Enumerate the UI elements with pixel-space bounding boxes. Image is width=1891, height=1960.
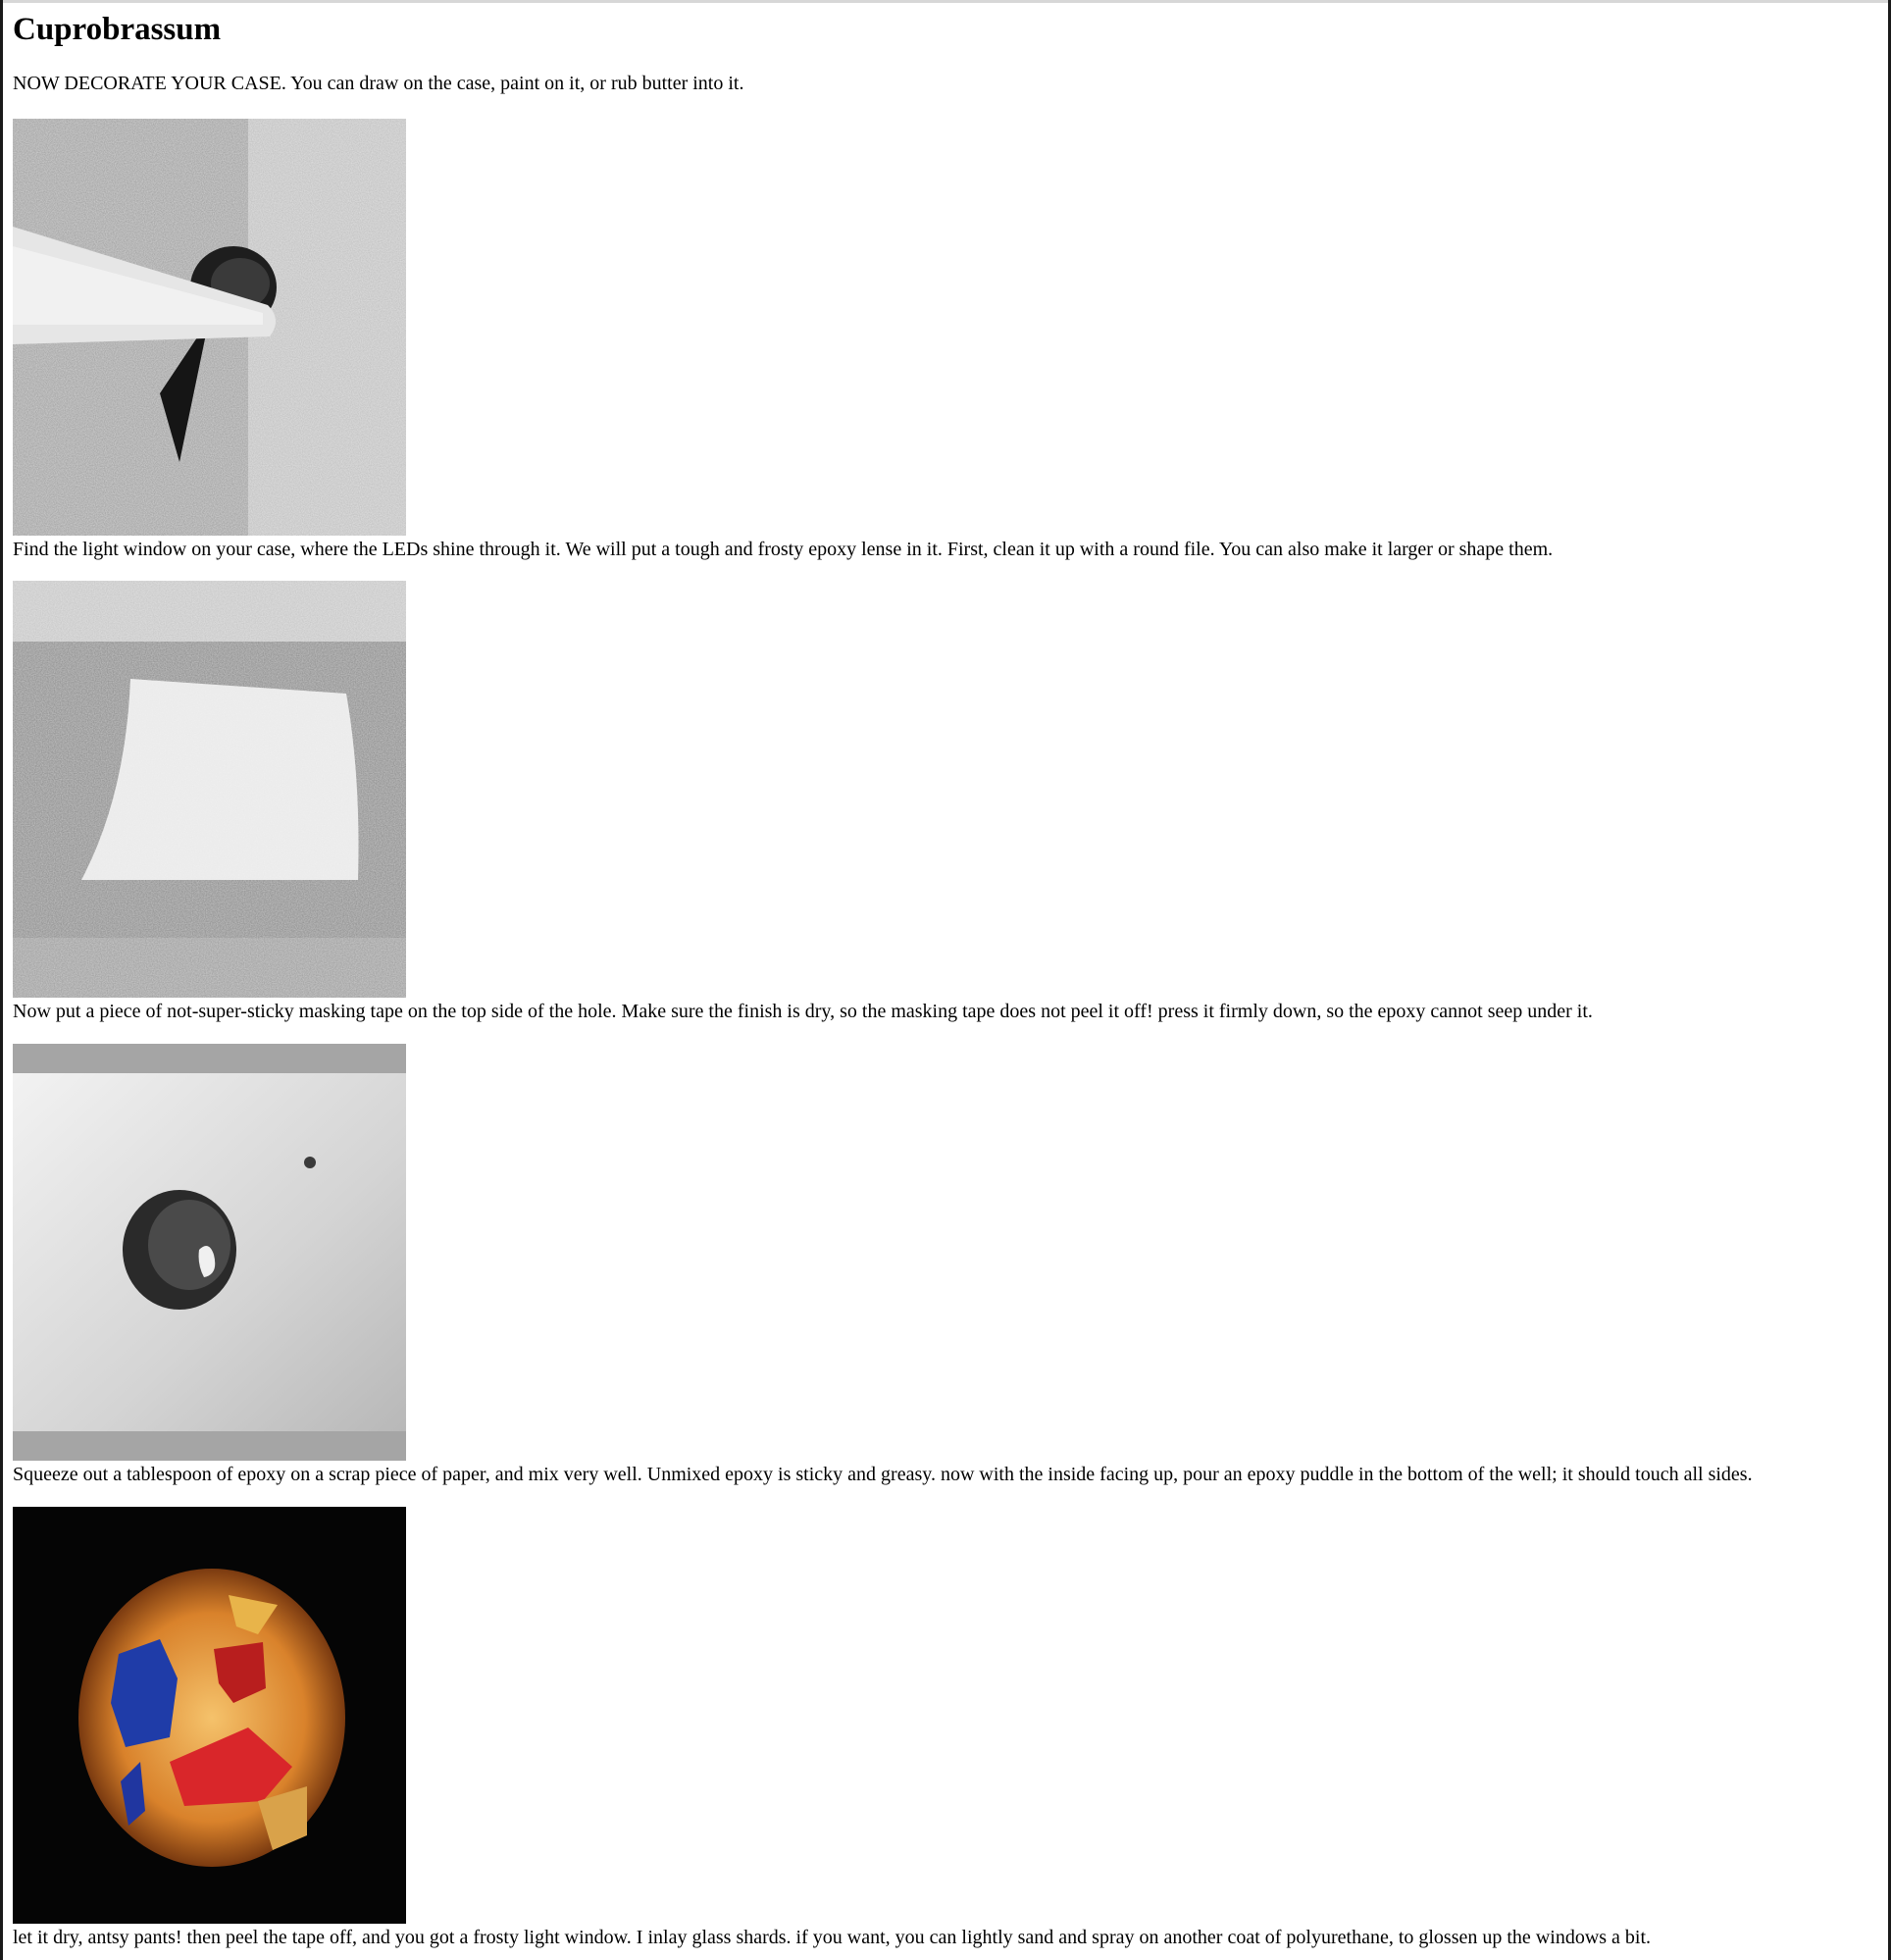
step-4-caption: let it dry, antsy pants! then peel the t… bbox=[13, 1927, 1652, 1948]
window-top-edge bbox=[0, 0, 1891, 3]
intro-text: NOW DECORATE YOUR CASE. You can draw on … bbox=[13, 73, 744, 94]
step-2: Now put a piece of not-super-sticky mask… bbox=[13, 581, 1881, 1024]
step-1: Find the light window on your case, wher… bbox=[13, 119, 1881, 562]
photo-masking-tape bbox=[13, 581, 406, 998]
photo-file-light-window bbox=[13, 119, 406, 536]
photo-epoxy-puddle bbox=[13, 1044, 406, 1461]
step-1-caption: Find the light window on your case, wher… bbox=[13, 539, 1554, 560]
page-title: Cuprobrassum bbox=[13, 12, 222, 47]
step-3: Squeeze out a tablespoon of epoxy on a s… bbox=[13, 1044, 1881, 1487]
window-left-edge bbox=[0, 0, 3, 1960]
window-right-edge bbox=[1888, 0, 1891, 1960]
step-2-caption: Now put a piece of not-super-sticky mask… bbox=[13, 1001, 1593, 1022]
photo-glass-shard-window bbox=[13, 1507, 406, 1924]
step-3-caption: Squeeze out a tablespoon of epoxy on a s… bbox=[13, 1464, 1753, 1485]
step-4: let it dry, antsy pants! then peel the t… bbox=[13, 1507, 1881, 1950]
